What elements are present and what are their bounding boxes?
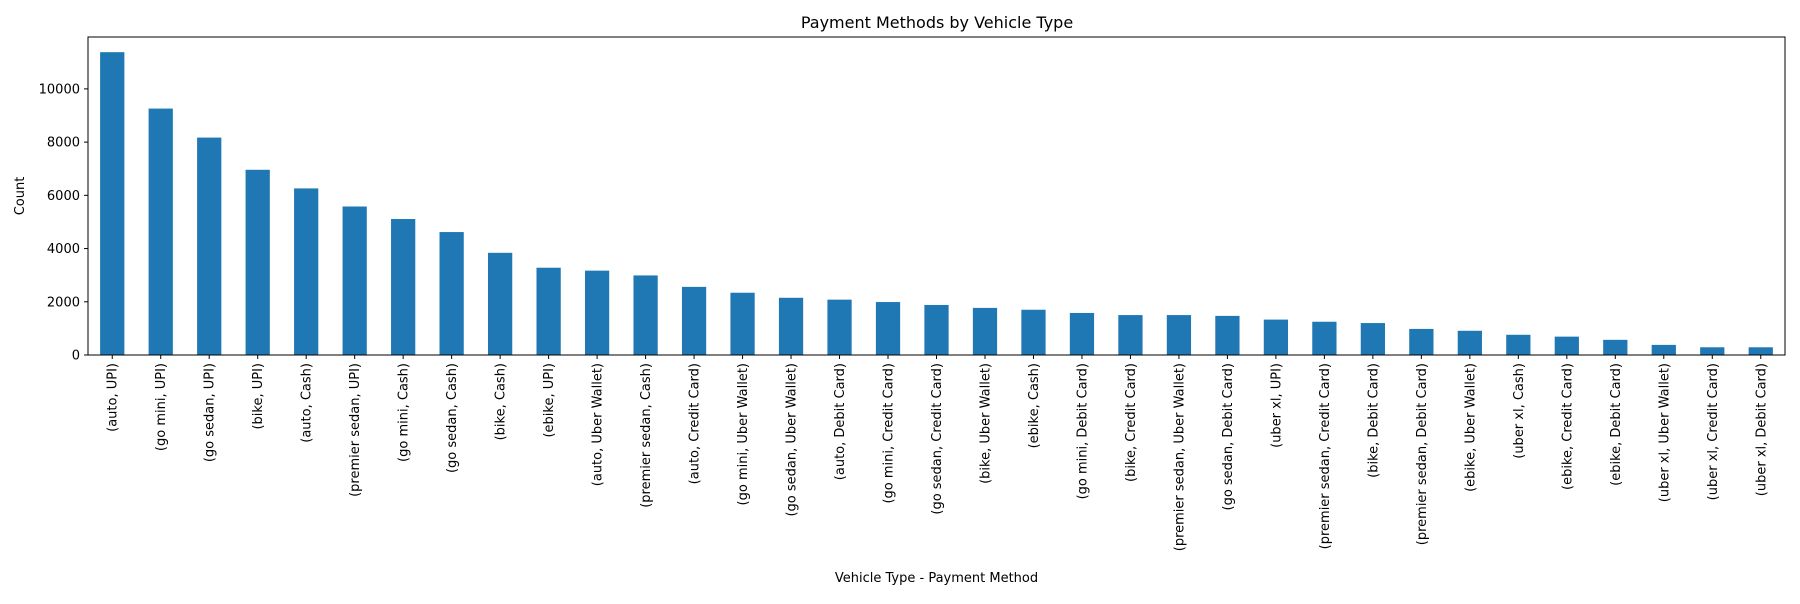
x-tick-label: (bike, Cash) xyxy=(494,363,509,440)
x-tick-label: (auto, Debit Card) xyxy=(833,363,848,480)
x-tick-label: (auto, Cash) xyxy=(300,363,315,443)
y-axis: 0 2000 4000 6000 8000 10000 xyxy=(39,82,88,364)
bar xyxy=(197,137,222,355)
bar xyxy=(294,188,319,355)
bar xyxy=(875,302,901,355)
bar xyxy=(924,304,949,355)
bar xyxy=(1069,312,1095,355)
x-tick-label: (auto, Credit Card) xyxy=(688,363,703,484)
bar xyxy=(536,267,561,355)
bar xyxy=(1263,319,1289,355)
x-tick-label: (ebike, Debit Card) xyxy=(1609,363,1624,486)
bar xyxy=(245,169,270,355)
x-axis: (auto, UPI) (go mini, UPI) (go sedan, UPI)… xyxy=(106,355,1769,551)
bar xyxy=(1312,321,1337,355)
bar xyxy=(972,307,998,355)
x-tick-label: (premier sedan, Uber Wallet) xyxy=(1172,363,1187,551)
bar xyxy=(1506,334,1531,355)
x-tick-label: (go sedan, UPI) xyxy=(203,363,218,462)
x-tick-label: (go sedan, Debit Card) xyxy=(1221,363,1236,511)
bar xyxy=(1700,347,1725,355)
bar xyxy=(778,297,804,355)
x-tick-label: (go mini, Debit Card) xyxy=(1075,363,1090,499)
bar xyxy=(681,286,707,355)
y-tick-label: 6000 xyxy=(47,189,80,204)
x-tick-label: (uber xl, Cash) xyxy=(1512,363,1527,459)
x-tick-label: (go sedan, Uber Wallet) xyxy=(785,363,800,517)
x-axis-label: Vehicle Type - Payment Method xyxy=(835,571,1038,586)
x-tick-label: (uber xl, UPI) xyxy=(1269,363,1284,448)
x-tick-label: (bike, UPI) xyxy=(251,363,266,430)
bar xyxy=(148,108,173,355)
bar xyxy=(1651,344,1676,355)
x-tick-label: (premier sedan, UPI) xyxy=(348,363,363,497)
bar xyxy=(730,292,755,355)
y-tick-label: 0 xyxy=(72,349,80,364)
bar xyxy=(1603,339,1628,355)
bar xyxy=(342,206,367,355)
bar xyxy=(1457,330,1482,355)
y-tick-label: 10000 xyxy=(39,82,80,97)
x-tick-label: (go sedan, Cash) xyxy=(445,363,460,473)
x-tick-label: (go mini, Credit Card) xyxy=(882,363,897,504)
bar xyxy=(488,252,513,355)
bar xyxy=(1748,347,1773,355)
bar xyxy=(633,275,658,355)
x-tick-label: (go sedan, Credit Card) xyxy=(930,363,945,515)
y-tick-label: 2000 xyxy=(47,295,80,310)
x-tick-label: (go mini, Cash) xyxy=(397,363,412,462)
bar xyxy=(1409,328,1434,355)
x-tick-label: (go mini, Uber Wallet) xyxy=(736,363,751,505)
x-tick-label: (ebike, Cash) xyxy=(1027,363,1042,448)
bar xyxy=(1360,323,1385,355)
x-tick-label: (ebike, Uber Wallet) xyxy=(1463,363,1478,492)
y-tick-label: 4000 xyxy=(47,242,80,257)
y-tick-label: 8000 xyxy=(47,136,80,151)
x-tick-label: (uber xl, Debit Card) xyxy=(1754,363,1769,496)
bar xyxy=(1118,315,1143,355)
x-tick-label: (go mini, UPI) xyxy=(154,363,169,451)
bar xyxy=(584,270,610,355)
x-tick-label: (bike, Debit Card) xyxy=(1366,363,1381,478)
bar xyxy=(1554,336,1579,355)
bar xyxy=(827,299,852,355)
x-tick-label: (uber xl, Uber Wallet) xyxy=(1657,363,1672,502)
bar xyxy=(391,219,416,355)
bars-group xyxy=(100,52,1773,355)
bar xyxy=(439,232,464,355)
x-tick-label: (bike, Credit Card) xyxy=(1124,363,1139,482)
x-tick-label: (bike, Uber Wallet) xyxy=(978,363,993,484)
x-tick-label: (premier sedan, Credit Card) xyxy=(1318,363,1333,549)
x-tick-label: (premier sedan, Debit Card) xyxy=(1415,363,1430,545)
x-tick-label: (uber xl, Credit Card) xyxy=(1706,363,1721,500)
x-tick-label: (auto, UPI) xyxy=(106,363,121,432)
x-tick-label: (ebike, UPI) xyxy=(542,363,557,438)
x-tick-label: (premier sedan, Cash) xyxy=(639,363,654,508)
bar xyxy=(100,52,125,355)
chart-title: Payment Methods by Vehicle Type xyxy=(801,13,1073,32)
bar xyxy=(1166,315,1192,355)
x-tick-label: (ebike, Credit Card) xyxy=(1560,363,1575,490)
y-axis-label: Count xyxy=(13,177,28,216)
plot-area-frame xyxy=(87,36,1786,356)
x-tick-label: (auto, Uber Wallet) xyxy=(591,363,606,486)
bar xyxy=(1215,315,1240,355)
bar xyxy=(1021,309,1046,355)
